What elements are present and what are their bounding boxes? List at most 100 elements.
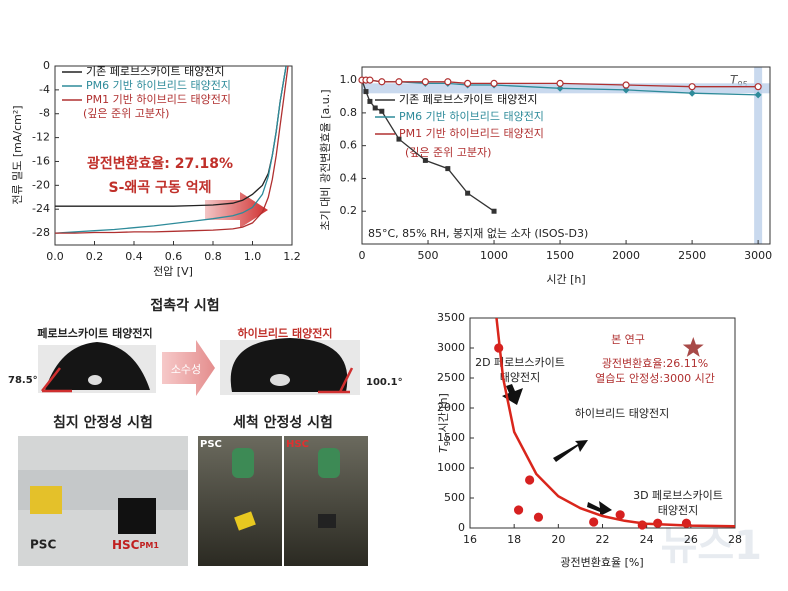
y-tick-label: 3500: [437, 311, 465, 324]
marker: [395, 78, 403, 86]
marker: [366, 76, 374, 84]
section-title: 접촉각 시험: [150, 297, 219, 314]
x-axis-label: 광전변환효율 [%]: [560, 556, 643, 569]
x-tick-label: 0.4: [125, 250, 143, 263]
x-tick-label: 0.2: [86, 250, 104, 263]
annotation: 광전변환효율:26.11%: [602, 357, 708, 370]
ylabel-sub: 95: [443, 436, 452, 446]
series-line: [55, 66, 289, 234]
marker: [372, 105, 378, 111]
marker: [465, 190, 471, 196]
droplet: [45, 342, 150, 390]
x-tick-label: 1.0: [244, 250, 262, 263]
y-tick-label: 0.8: [340, 106, 358, 119]
series-line: [55, 66, 287, 234]
droplet: [230, 338, 348, 392]
sample: [234, 511, 256, 531]
angle-marker: [41, 367, 354, 394]
y-tick-label: 0.4: [340, 171, 358, 184]
ylabel-rest: 시간 [h]: [437, 393, 450, 436]
x-tick-label: 18: [507, 533, 521, 546]
x-tick-label: 28: [728, 533, 742, 546]
marker: [622, 86, 630, 94]
y-tick-label: -16: [32, 154, 50, 167]
y-tick-label: 1.0: [340, 73, 358, 86]
annotation: 2D 페로브스카이트: [475, 356, 565, 369]
y-tick-label: 0.2: [340, 204, 358, 217]
x-tick-label: 16: [463, 533, 477, 546]
x-tick-label: 500: [418, 249, 439, 262]
marker: [513, 505, 524, 515]
photo-label: 하이브리드 태양전지: [238, 326, 333, 340]
legend-note: (깊은 준위 고분자): [83, 107, 169, 120]
y-axis-label: T95 시간 [h]: [437, 393, 452, 453]
photo-label: HSCPM1: [112, 538, 159, 552]
sample: [118, 498, 156, 534]
sample: [318, 514, 336, 528]
annotation: 광전변환효율: 27.18%: [87, 155, 233, 172]
y-tick-label: -4: [39, 83, 50, 96]
y-tick-label: 0: [458, 521, 465, 534]
x-tick-label: 0.6: [165, 250, 183, 263]
marker: [379, 108, 385, 114]
marker: [421, 78, 429, 86]
y-axis-label: 초기 대비 광전변환효율 [a.u.]: [319, 90, 332, 231]
angle-label: 78.5°: [8, 375, 38, 386]
legend-label: 기존 페로브스카이트 태양전지: [86, 65, 225, 78]
x-tick-label: 0.8: [204, 250, 222, 263]
x-tick-label: 22: [596, 533, 610, 546]
x-tick-label: 1000: [480, 249, 508, 262]
section-title: 세척 안정성 시험: [233, 414, 333, 431]
arrow-label: 소수성: [171, 363, 201, 376]
marker: [525, 475, 535, 485]
arrow: [162, 340, 215, 396]
marker: [622, 81, 630, 89]
arrow: [553, 440, 588, 462]
marker: [422, 157, 428, 163]
annotation: 3D 페로브스카이트: [633, 489, 723, 502]
hsc: HSC: [112, 538, 140, 552]
series-line: [495, 318, 735, 528]
annotation: 태양전지: [500, 371, 540, 384]
annotation: S-왜곡 구동 억제: [109, 180, 212, 196]
marker: [754, 91, 762, 99]
y-tick-label: -8: [39, 107, 50, 120]
x-tick-label: 1500: [546, 249, 574, 262]
angle-label: 100.1°: [366, 377, 403, 388]
marker: [754, 83, 762, 91]
series-line: [362, 79, 495, 212]
y-tick-label: -28: [32, 226, 50, 239]
x-axis-label: 시간 [h]: [546, 273, 585, 286]
arrow: [587, 501, 612, 516]
marker: [396, 136, 402, 142]
legend-label: PM6 기반 하이브리드 태양전지: [86, 78, 231, 92]
watermark: 뉴스1: [661, 523, 762, 569]
section-title: 침지 안정성 시험: [53, 414, 153, 431]
sample: [30, 486, 62, 514]
legend-label: 기존 페로브스카이트 태양전지: [399, 93, 538, 106]
legend-label: PM1 기반 하이브리드 태양전지: [86, 92, 231, 106]
y-tick-label: -12: [32, 131, 50, 144]
x-tick-label: 0: [359, 249, 366, 262]
x-tick-label: 26: [684, 533, 698, 546]
hsc-sub: PM1: [140, 541, 160, 550]
t95-band: [754, 67, 763, 244]
photo-panel: 접촉각 시험 페로브스카이트 태양전지 하이브리드 태양전지 78.5° 100…: [8, 297, 403, 566]
annotation: 태양전지: [658, 504, 698, 517]
y-tick-label: 3000: [437, 341, 465, 354]
t95-main: T: [730, 73, 739, 87]
marker: [490, 79, 498, 87]
x-tick-label: 2500: [678, 249, 706, 262]
marker: [589, 517, 599, 527]
y-tick-label: 2500: [437, 371, 465, 384]
plot-frame: [361, 66, 771, 245]
y-tick-label: 2000: [437, 401, 465, 414]
marker: [491, 208, 497, 214]
y-tick-label: 500: [444, 491, 465, 504]
legend-label: PM1 기반 하이브리드 태양전지: [399, 126, 544, 140]
y-tick-label: 0: [43, 59, 50, 72]
x-tick-label: 1.2: [283, 250, 301, 263]
marker: [688, 83, 696, 91]
marker: [556, 84, 564, 92]
